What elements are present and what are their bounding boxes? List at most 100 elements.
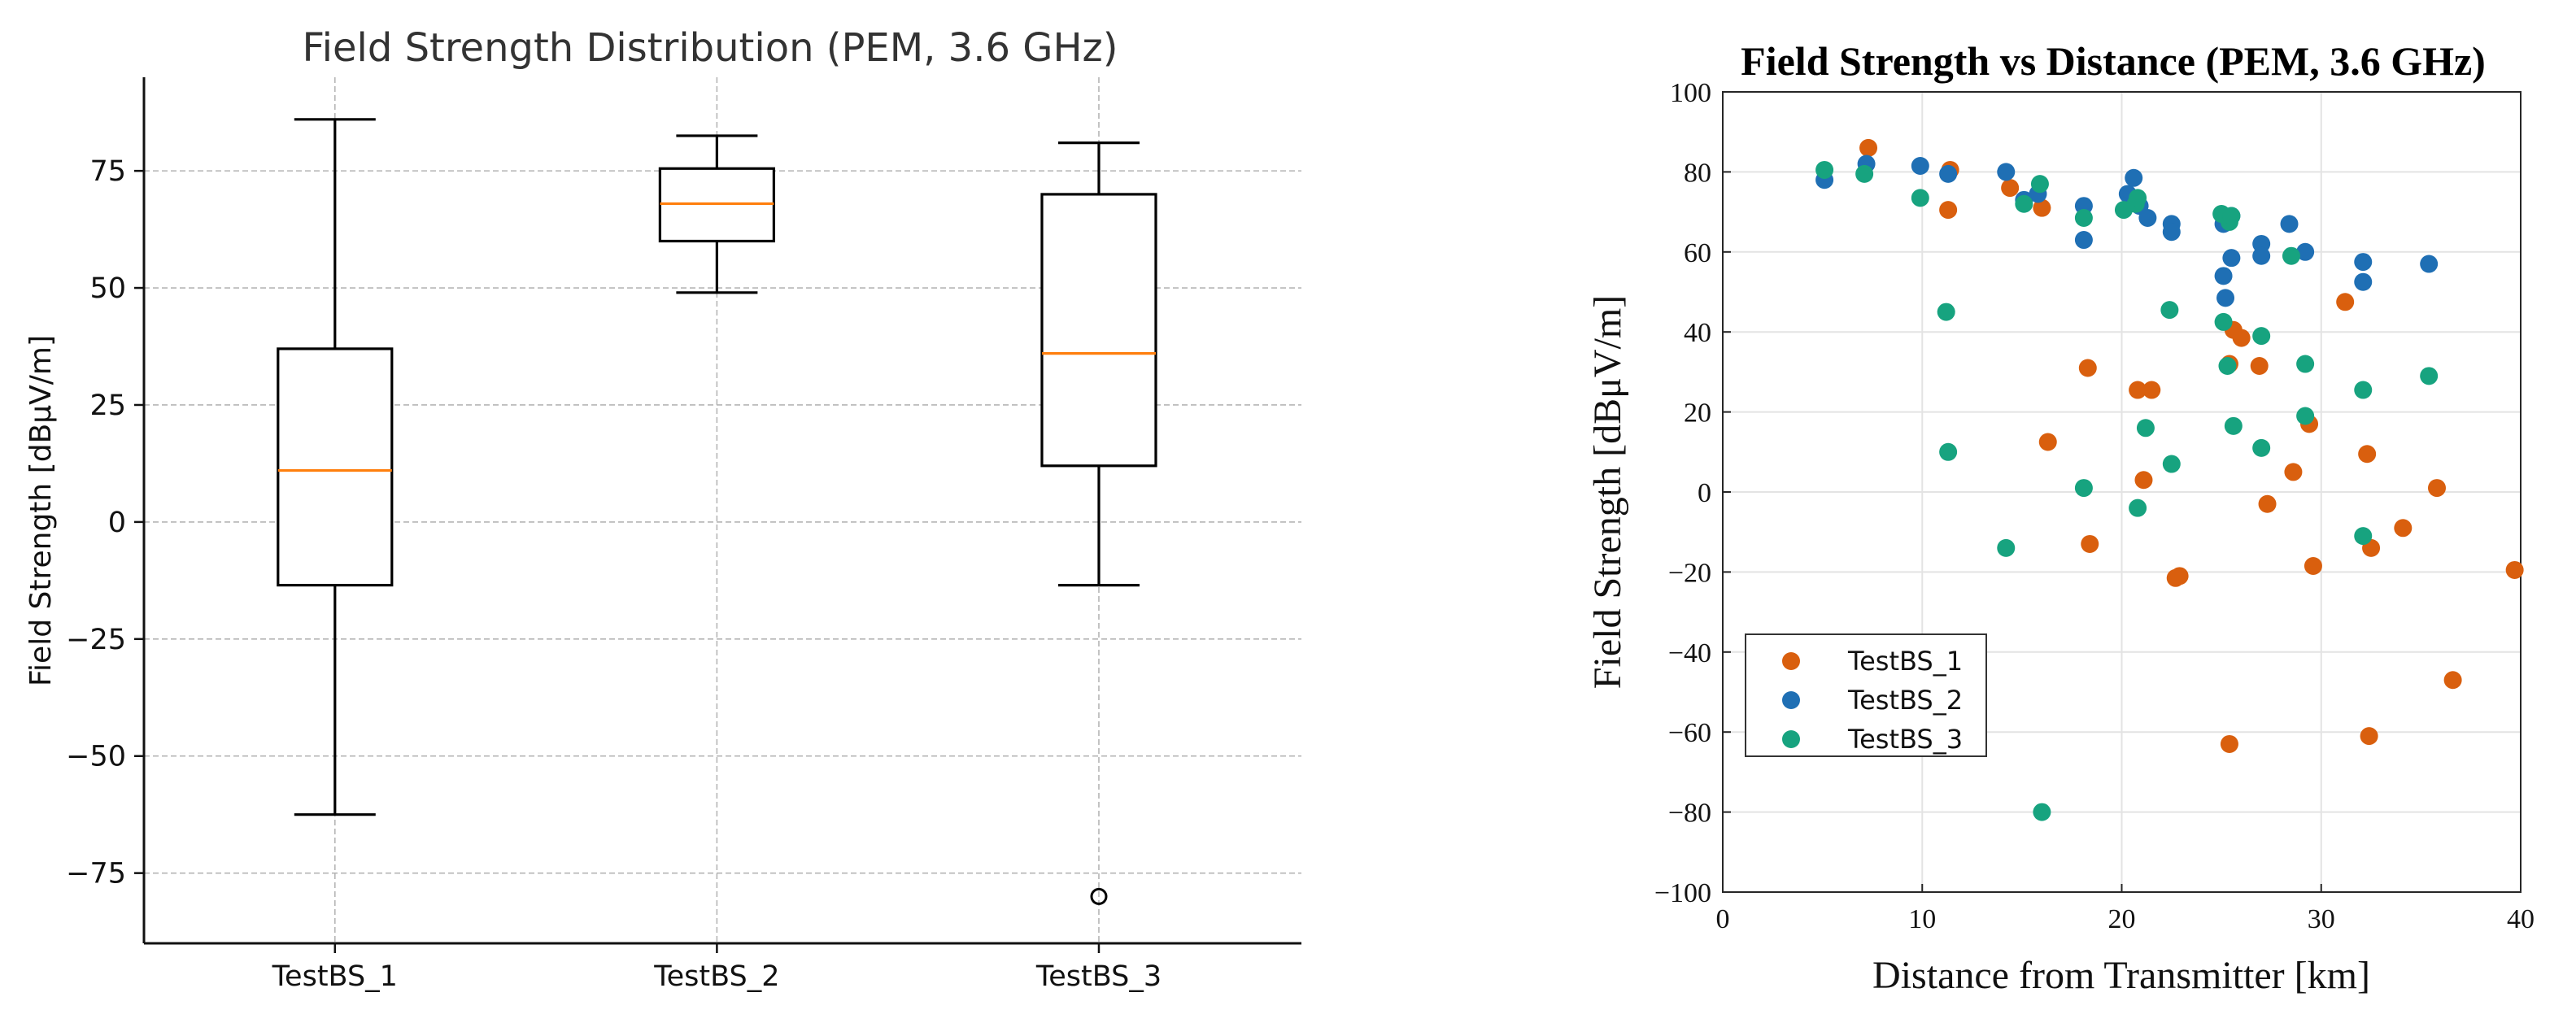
- scatter-point: [2125, 168, 2143, 187]
- scatter-y-tick-label: 40: [1684, 318, 1711, 348]
- scatter-point: [1939, 201, 1958, 220]
- scatter-point: [2129, 189, 2147, 207]
- scatter-point: [2284, 463, 2303, 481]
- scatter-point: [1859, 138, 1878, 157]
- scatter-plot-chart: Field Strength vs Distance (PEM, 3.6 GHz…: [1586, 38, 2535, 997]
- scatter-point: [2138, 208, 2157, 227]
- scatter-point: [2354, 253, 2373, 272]
- box-plot-chart: Field Strength Distribution (PEM, 3.6 GH…: [24, 25, 1301, 993]
- outlier-point: [1090, 887, 1108, 905]
- scatter-point: [2336, 293, 2355, 311]
- scatter-point: [2222, 207, 2241, 225]
- scatter-point: [2162, 223, 2181, 242]
- legend-marker-testbs-1: [1782, 652, 1800, 670]
- box-plot-title: Field Strength Distribution (PEM, 3.6 GH…: [303, 25, 1118, 71]
- scatter-point: [1911, 189, 1929, 207]
- scatter-point: [2282, 246, 2300, 265]
- scatter-point: [2136, 419, 2155, 437]
- box-plot-y-tick-label: 0: [108, 507, 126, 539]
- scatter-point: [2296, 355, 2315, 373]
- box-plot-x-tick-label: TestBS_1: [272, 960, 398, 993]
- legend-label-testbs-3: TestBS_3: [1847, 724, 1963, 755]
- scatter-point: [1939, 164, 1958, 183]
- box-testbs-3: [1040, 141, 1157, 905]
- scatter-y-tick-label: 100: [1670, 78, 1711, 108]
- scatter-plot-points: [1815, 138, 2524, 821]
- scatter-point: [1939, 442, 1958, 461]
- box-plot-y-tick-label: 50: [89, 272, 126, 305]
- scatter-point: [2296, 242, 2315, 261]
- legend-marker-testbs-3: [1782, 730, 1800, 748]
- scatter-point: [2129, 381, 2147, 399]
- box-testbs-1: [277, 118, 394, 816]
- scatter-point: [2081, 534, 2099, 553]
- box-plot-x-tick-label: TestBS_3: [1035, 960, 1162, 993]
- scatter-point: [2258, 494, 2277, 513]
- scatter-point: [2214, 312, 2233, 331]
- iqr-box: [1040, 193, 1157, 468]
- box-plot-y-tick-label: −25: [66, 624, 126, 656]
- box-plot-ticks: −75 −50 −25 0 25 50 75 TestBS_1 TestBS_2 TestBS_3: [66, 155, 1162, 993]
- scatter-x-tick-label: 30: [2308, 904, 2335, 934]
- scatter-point: [2001, 179, 2020, 198]
- scatter-plot-title: Field Strength vs Distance (PEM, 3.6 GHz…: [1741, 38, 2486, 84]
- scatter-x-tick-label: 10: [1908, 904, 1936, 934]
- iqr-box: [277, 347, 394, 587]
- scatter-point: [2160, 301, 2179, 320]
- scatter-point: [2074, 479, 2093, 498]
- scatter-x-tick-label: 40: [2507, 904, 2535, 934]
- legend-marker-testbs-2: [1782, 691, 1800, 709]
- scatter-point: [2304, 557, 2322, 576]
- scatter-point: [2250, 357, 2269, 376]
- scatter-point: [1911, 157, 1929, 176]
- scatter-point: [2033, 198, 2051, 217]
- box-plot-axes: [142, 77, 1301, 945]
- scatter-point: [2220, 734, 2238, 753]
- scatter-point: [2360, 727, 2378, 746]
- box-plot-y-tick-label: −75: [66, 858, 126, 890]
- scatter-point: [2280, 215, 2299, 233]
- scatter-point: [2030, 175, 2049, 194]
- scatter-point: [1997, 538, 2016, 557]
- scatter-point: [2394, 519, 2413, 538]
- series-testbs-3: [1815, 160, 2439, 821]
- scatter-point: [2252, 327, 2271, 346]
- scatter-x-tick-label: 0: [1716, 904, 1730, 934]
- scatter-point: [2074, 231, 2093, 250]
- scatter-plot-ticks: 0 10 20 30 40 −100 −80 −60 −40 −20 0 20 40 60 80 100: [1654, 78, 2535, 934]
- scatter-y-tick-label: −80: [1668, 799, 1711, 829]
- scatter-y-tick-label: −100: [1654, 878, 1711, 908]
- box-plot-y-tick-label: 75: [89, 155, 126, 188]
- scatter-point: [2142, 381, 2161, 399]
- scatter-point: [2354, 381, 2373, 399]
- scatter-point: [2074, 208, 2093, 227]
- scatter-point: [2358, 445, 2377, 464]
- scatter-point: [2170, 567, 2189, 586]
- scatter-point: [2038, 433, 2057, 451]
- box-plot-boxes: [277, 118, 1157, 905]
- scatter-point: [2222, 249, 2241, 268]
- box-plot-y-tick-label: 25: [89, 390, 126, 422]
- scatter-point: [1937, 303, 1955, 321]
- scatter-point: [2420, 367, 2439, 385]
- scatter-point: [2218, 357, 2237, 376]
- scatter-point: [2015, 194, 2033, 213]
- box-testbs-2: [658, 134, 775, 294]
- scatter-point: [2129, 498, 2147, 517]
- scatter-point: [1997, 163, 2016, 181]
- scatter-point: [2252, 246, 2271, 265]
- scatter-y-tick-label: −40: [1668, 638, 1711, 668]
- scatter-point: [2505, 560, 2524, 579]
- scatter-point: [2078, 359, 2097, 377]
- scatter-point: [2214, 267, 2233, 285]
- scatter-point: [2232, 329, 2251, 347]
- box-plot-y-axis-label: Field Strength [dBµV/m]: [24, 335, 58, 686]
- legend-label-testbs-1: TestBS_1: [1847, 646, 1963, 677]
- scatter-point: [2420, 255, 2439, 273]
- scatter-plot-y-axis-label: Field Strength [dBμV/m]: [1586, 295, 1629, 689]
- scatter-point: [1855, 164, 1874, 183]
- scatter-y-tick-label: 80: [1684, 158, 1711, 188]
- scatter-y-tick-label: −60: [1668, 718, 1711, 748]
- scatter-plot-x-axis-label: Distance from Transmitter [km]: [1872, 954, 2370, 997]
